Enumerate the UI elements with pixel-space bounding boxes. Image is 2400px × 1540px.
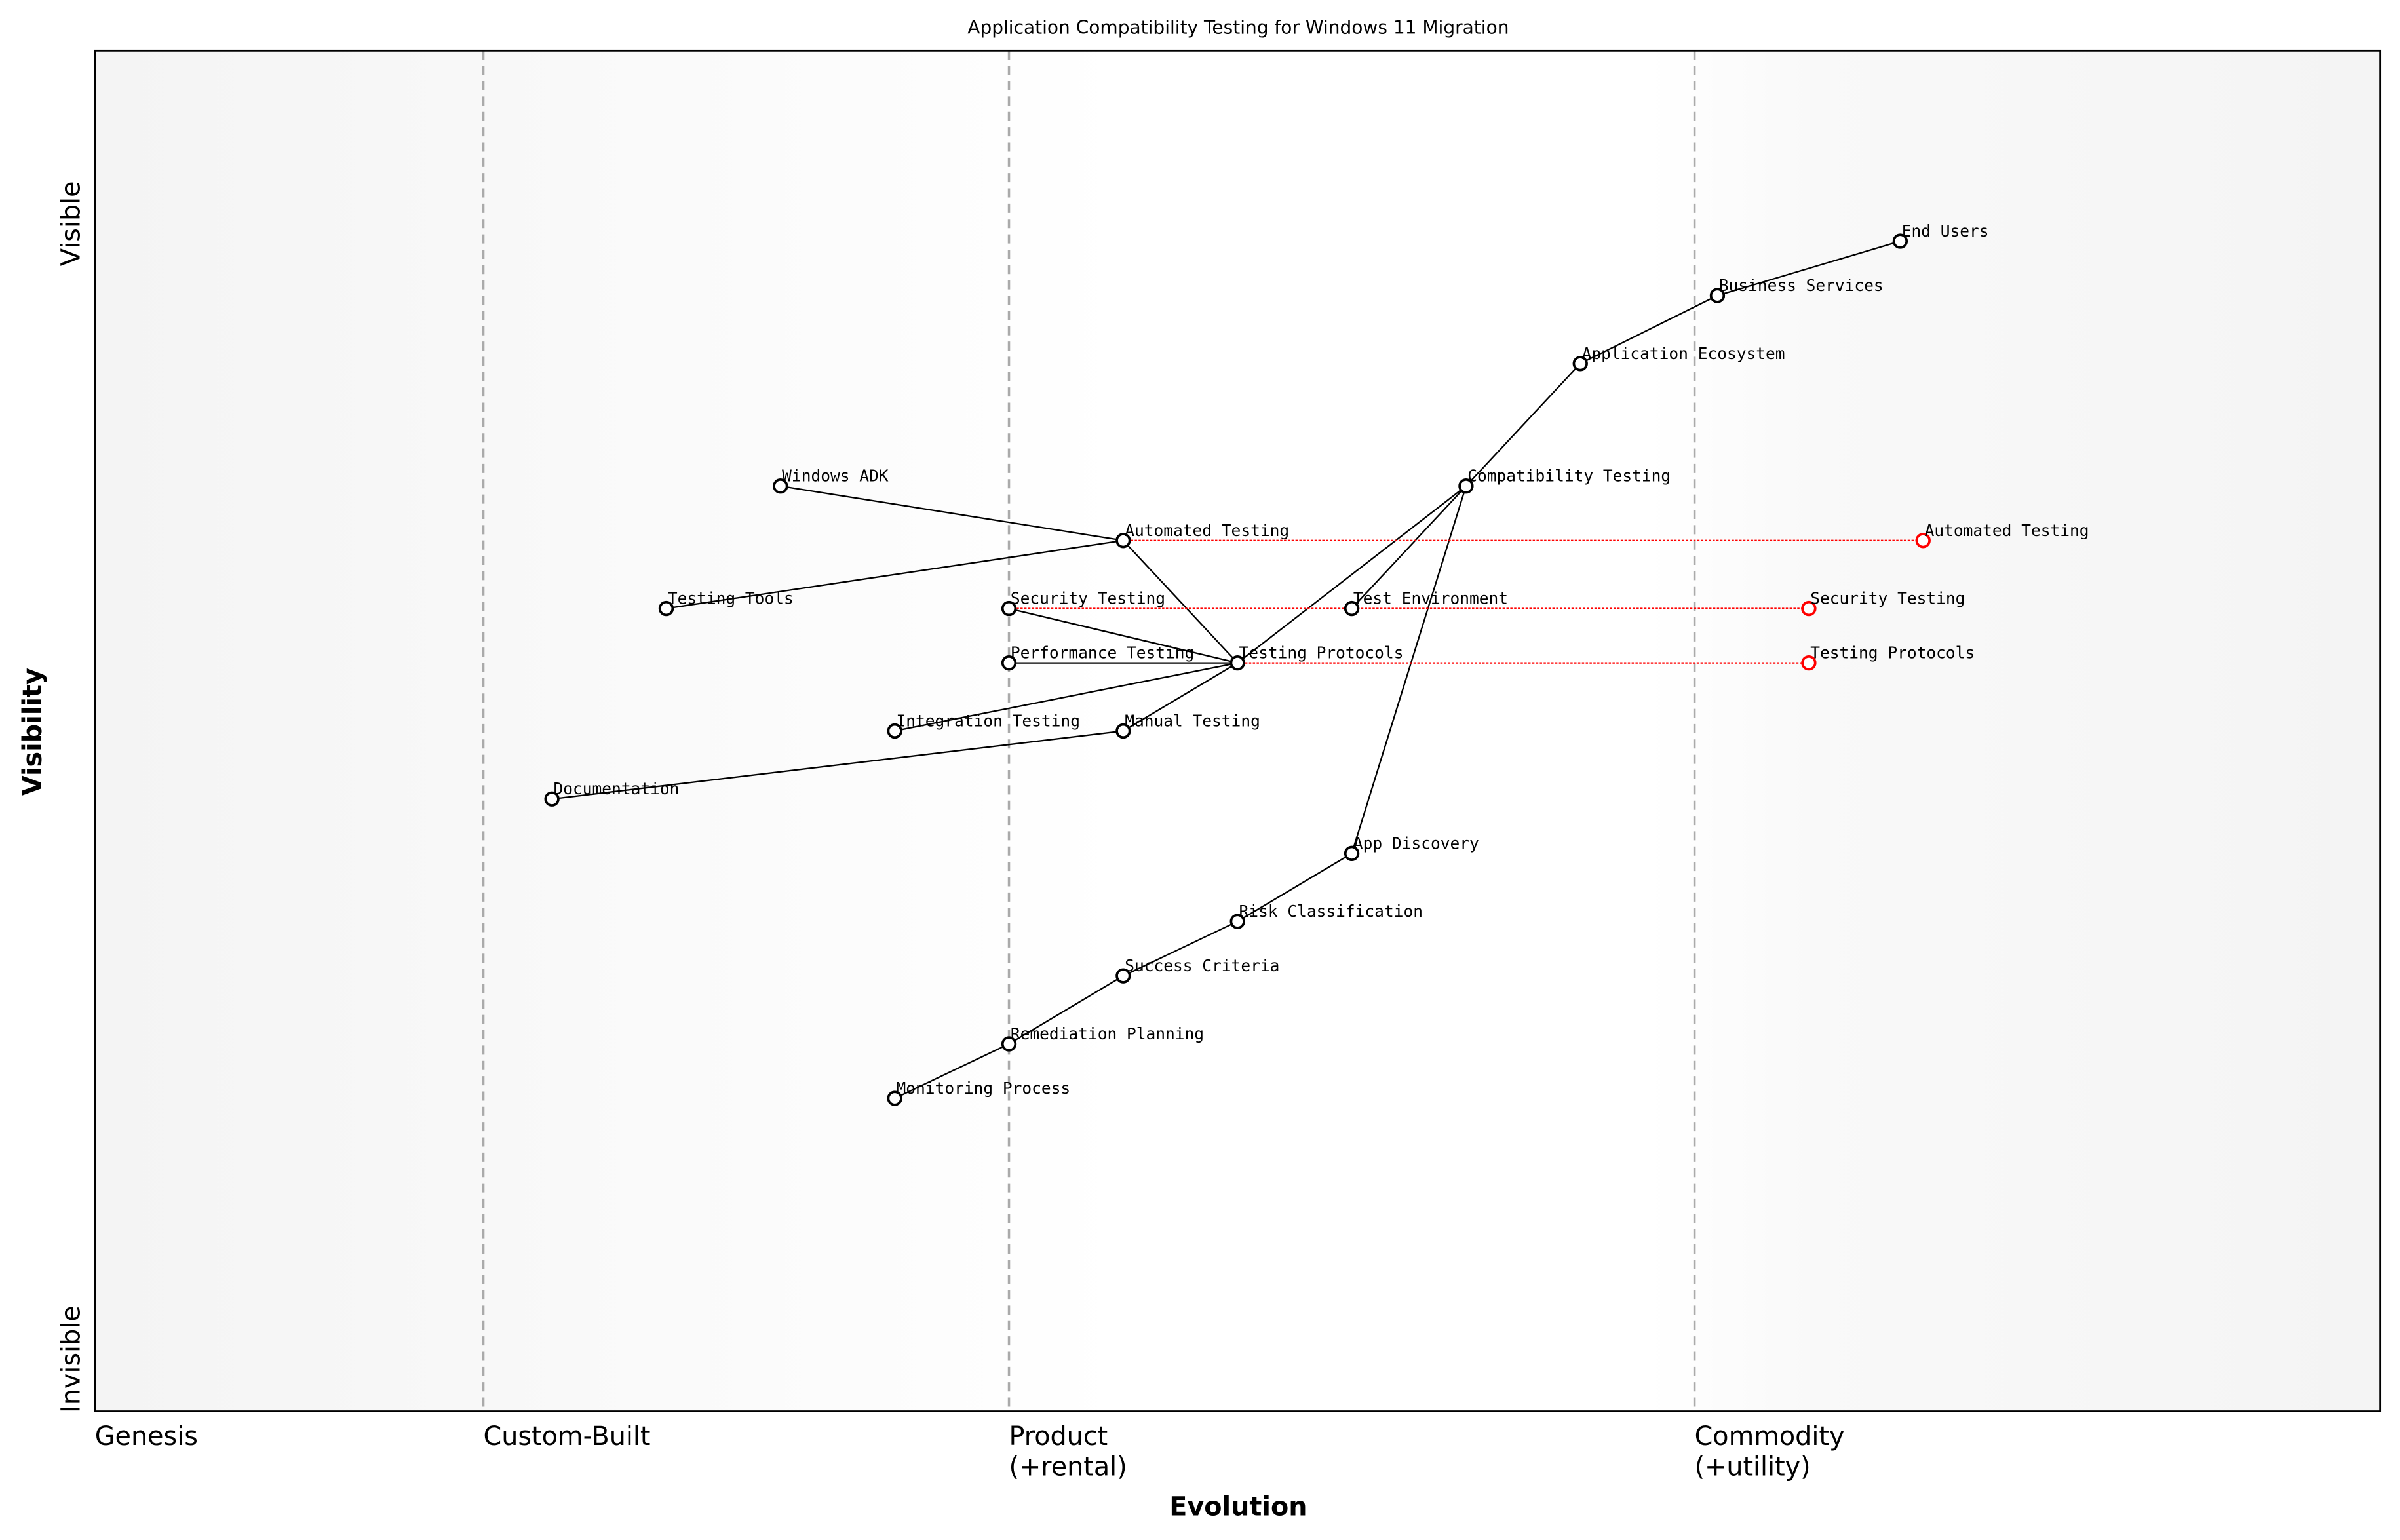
- dependency-link: [1351, 486, 1467, 854]
- dependency-link: [780, 485, 1124, 541]
- dependency-link: [1237, 853, 1353, 923]
- component-marker[interactable]: [1001, 600, 1017, 617]
- evolved-component-marker[interactable]: [1915, 533, 1931, 549]
- component-marker[interactable]: [1115, 968, 1131, 984]
- component-marker[interactable]: [1572, 356, 1588, 372]
- dependency-link: [666, 539, 1124, 609]
- y-axis-top-label: Visible: [56, 181, 86, 266]
- dependency-link: [894, 1043, 1010, 1100]
- component-label: Manual Testing: [1125, 711, 1260, 730]
- component-label: Documentation: [554, 779, 680, 798]
- component-label: Automated Testing: [1125, 521, 1289, 540]
- component-marker[interactable]: [1344, 600, 1360, 617]
- component-marker[interactable]: [1229, 655, 1245, 671]
- x-axis-stage-label: (+rental): [1009, 1452, 1127, 1482]
- component-marker[interactable]: [773, 478, 788, 494]
- component-marker[interactable]: [1001, 1036, 1017, 1052]
- component-marker[interactable]: [1001, 655, 1017, 671]
- dependency-link: [1237, 485, 1467, 664]
- x-axis-title: Evolution: [1169, 1492, 1307, 1522]
- component-marker[interactable]: [1229, 914, 1245, 929]
- component-label: Remediation Planning: [1011, 1024, 1204, 1043]
- dependency-link: [1123, 921, 1238, 977]
- x-axis-stage-label: Commodity: [1695, 1421, 1845, 1452]
- component-label: Testing Tools: [668, 589, 794, 608]
- component-label: Risk Classification: [1239, 902, 1423, 921]
- dependency-link: [552, 730, 1124, 800]
- plot-frame: [94, 49, 2382, 1412]
- component-marker[interactable]: [1115, 723, 1131, 739]
- component-marker[interactable]: [1458, 478, 1474, 494]
- dependency-link: [1465, 363, 1581, 487]
- y-axis-bottom-label: Invisible: [56, 1305, 86, 1413]
- component-label: Application Ecosystem: [1582, 344, 1785, 363]
- x-axis-stage-label: Product: [1009, 1421, 1108, 1452]
- component-marker[interactable]: [658, 600, 674, 617]
- dependency-link: [1009, 607, 1238, 664]
- component-label: Windows ADK: [782, 467, 889, 486]
- dependency-link: [1579, 295, 1718, 364]
- component-label: Performance Testing: [1011, 644, 1194, 663]
- y-axis-title: Visibility: [18, 668, 48, 796]
- evolved-component-label: Automated Testing: [1925, 521, 2089, 540]
- dependency-link: [1008, 975, 1124, 1045]
- x-axis-stage-label: Genesis: [95, 1421, 198, 1452]
- component-marker[interactable]: [1709, 288, 1726, 303]
- component-marker[interactable]: [1115, 533, 1131, 549]
- x-axis-stage-label: (+utility): [1695, 1452, 1811, 1482]
- component-marker[interactable]: [1344, 845, 1360, 861]
- component-label: Monitoring Process: [897, 1079, 1071, 1098]
- component-marker[interactable]: [1892, 233, 1908, 249]
- component-label: Success Criteria: [1125, 956, 1279, 975]
- component-marker[interactable]: [544, 791, 560, 807]
- dependency-link: [1717, 240, 1901, 297]
- component-label: Integration Testing: [897, 711, 1080, 730]
- evolved-component-label: Security Testing: [1810, 589, 1965, 608]
- dependency-link: [1123, 539, 1239, 664]
- dependency-link: [894, 662, 1238, 732]
- component-marker[interactable]: [887, 1090, 902, 1106]
- component-label: App Discovery: [1353, 834, 1479, 853]
- component-label: Security Testing: [1011, 589, 1165, 608]
- x-axis-stage-label: Custom-Built: [484, 1421, 651, 1452]
- component-marker[interactable]: [887, 723, 902, 739]
- dependency-link: [1351, 485, 1467, 609]
- component-label: Testing Protocols: [1239, 644, 1404, 663]
- plot-background: [94, 50, 2380, 1412]
- chart-title: Application Compatibility Testing for Wi…: [967, 17, 1509, 39]
- component-label: Test Environment: [1353, 589, 1508, 608]
- dependency-link: [1123, 662, 1238, 732]
- evolved-component-marker[interactable]: [1801, 655, 1817, 671]
- evolved-component-label: Testing Protocols: [1810, 644, 1975, 663]
- component-label: End Users: [1902, 221, 1989, 241]
- component-label: Compatibility Testing: [1467, 467, 1671, 486]
- component-label: Business Services: [1719, 276, 1884, 295]
- evolved-component-marker[interactable]: [1801, 600, 1817, 617]
